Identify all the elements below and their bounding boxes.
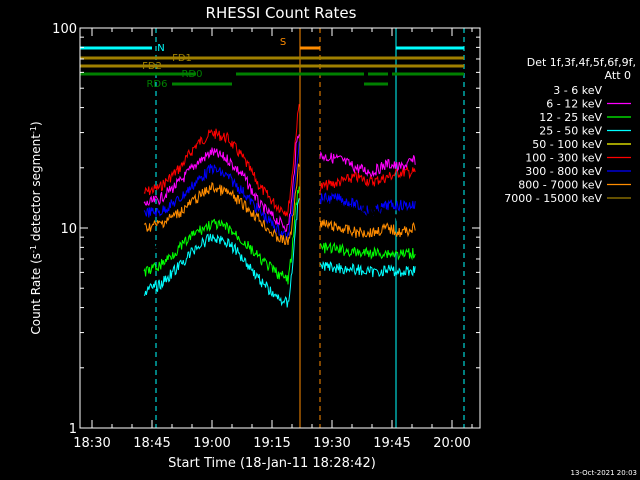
flag-label-rd6: RD6 — [146, 79, 167, 90]
x-tick-label: 18:45 — [133, 436, 170, 451]
series-line-2 — [143, 141, 300, 241]
series-line-2 — [319, 192, 416, 216]
flag-label-fd2: FD2 — [142, 61, 162, 72]
y-tick-label: 1 — [69, 422, 77, 437]
legend-label: 50 - 100 keV — [532, 138, 602, 151]
series-line-4 — [319, 219, 416, 238]
chart-title: RHESSI Count Rates — [206, 4, 357, 22]
axes: 18:30 18:45 19:00 19:15 19:30 19:45 20:00 1 10 10… — [52, 22, 481, 451]
flag-bars: N S FD1 FD2 RD0 RD6 — [80, 37, 464, 90]
footer-date: 13-Oct-2021 20:03 — [571, 469, 637, 477]
series-line-3 — [143, 170, 300, 265]
x-tick-label: 20:00 — [433, 436, 470, 451]
legend-label: 6 - 12 keV — [546, 98, 602, 111]
x-axis-label: Start Time (18-Jan-11 18:28:42) — [168, 456, 376, 471]
x-tick-label: 19:30 — [313, 436, 350, 451]
legend-label: 25 - 50 keV — [539, 125, 602, 138]
legend-label: 12 - 25 keV — [539, 111, 602, 124]
series-line-0 — [319, 165, 416, 193]
series-line-5 — [319, 241, 416, 261]
y-tick-label: 100 — [52, 22, 77, 37]
flag-label-fd1: FD1 — [172, 53, 192, 64]
series-line-4 — [143, 163, 300, 246]
legend-label: 7000 - 15000 keV — [504, 192, 602, 205]
series-line-0 — [143, 103, 300, 218]
y-tick-label: 10 — [60, 222, 77, 237]
series-group — [143, 103, 416, 308]
series-line-1 — [319, 150, 416, 178]
series-line-3 — [319, 198, 416, 226]
y-axis-label: Count Rate (s-1 detector segment-1) — [29, 121, 44, 334]
x-tick-label: 19:45 — [373, 436, 410, 451]
flag-label-n: N — [157, 43, 164, 54]
legend-label: 3 - 6 keV — [553, 84, 602, 97]
detector-info-line1: Det 1f,3f,4f,5f,6f,9f, — [527, 56, 636, 69]
x-tick-label: 18:30 — [73, 436, 110, 451]
legend-label: 800 - 7000 keV — [518, 179, 602, 192]
legend-label: 100 - 300 keV — [525, 152, 602, 165]
series-line-6 — [143, 198, 300, 308]
detector-info-line2: Att 0 — [605, 69, 631, 82]
x-tick-label: 19:15 — [253, 436, 290, 451]
legend: Det 1f,3f,4f,5f,6f,9f, Att 0 3 - 6 keV6 … — [504, 56, 636, 205]
x-tick-label: 19:00 — [193, 436, 230, 451]
legend-label: 300 - 800 keV — [525, 165, 602, 178]
series-line-5 — [143, 186, 300, 285]
series-line-1 — [143, 134, 300, 233]
flag-label-s: S — [280, 37, 286, 48]
series-line-6 — [319, 260, 416, 278]
flag-label-rd0: RD0 — [181, 69, 202, 80]
